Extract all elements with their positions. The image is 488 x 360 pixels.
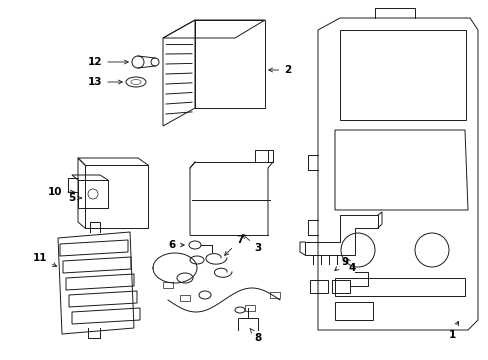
Text: 12: 12 (87, 57, 128, 67)
Bar (331, 280, 349, 293)
Bar (180, 295, 190, 301)
Text: 11: 11 (33, 253, 57, 266)
Text: 13: 13 (87, 77, 122, 87)
Text: 9: 9 (334, 257, 348, 271)
Text: 3: 3 (242, 234, 261, 253)
Text: 1: 1 (447, 321, 458, 340)
Text: 8: 8 (249, 328, 261, 343)
Text: 10: 10 (48, 187, 74, 197)
Bar (334, 278, 464, 296)
Bar (244, 305, 254, 311)
Text: 5: 5 (68, 193, 81, 203)
Text: 2: 2 (268, 65, 291, 75)
Bar (163, 282, 173, 288)
Bar (309, 280, 327, 293)
Bar (334, 302, 372, 320)
Text: 6: 6 (168, 240, 184, 250)
Bar (269, 292, 280, 298)
Text: 4: 4 (346, 258, 355, 273)
Text: 7: 7 (224, 235, 243, 255)
